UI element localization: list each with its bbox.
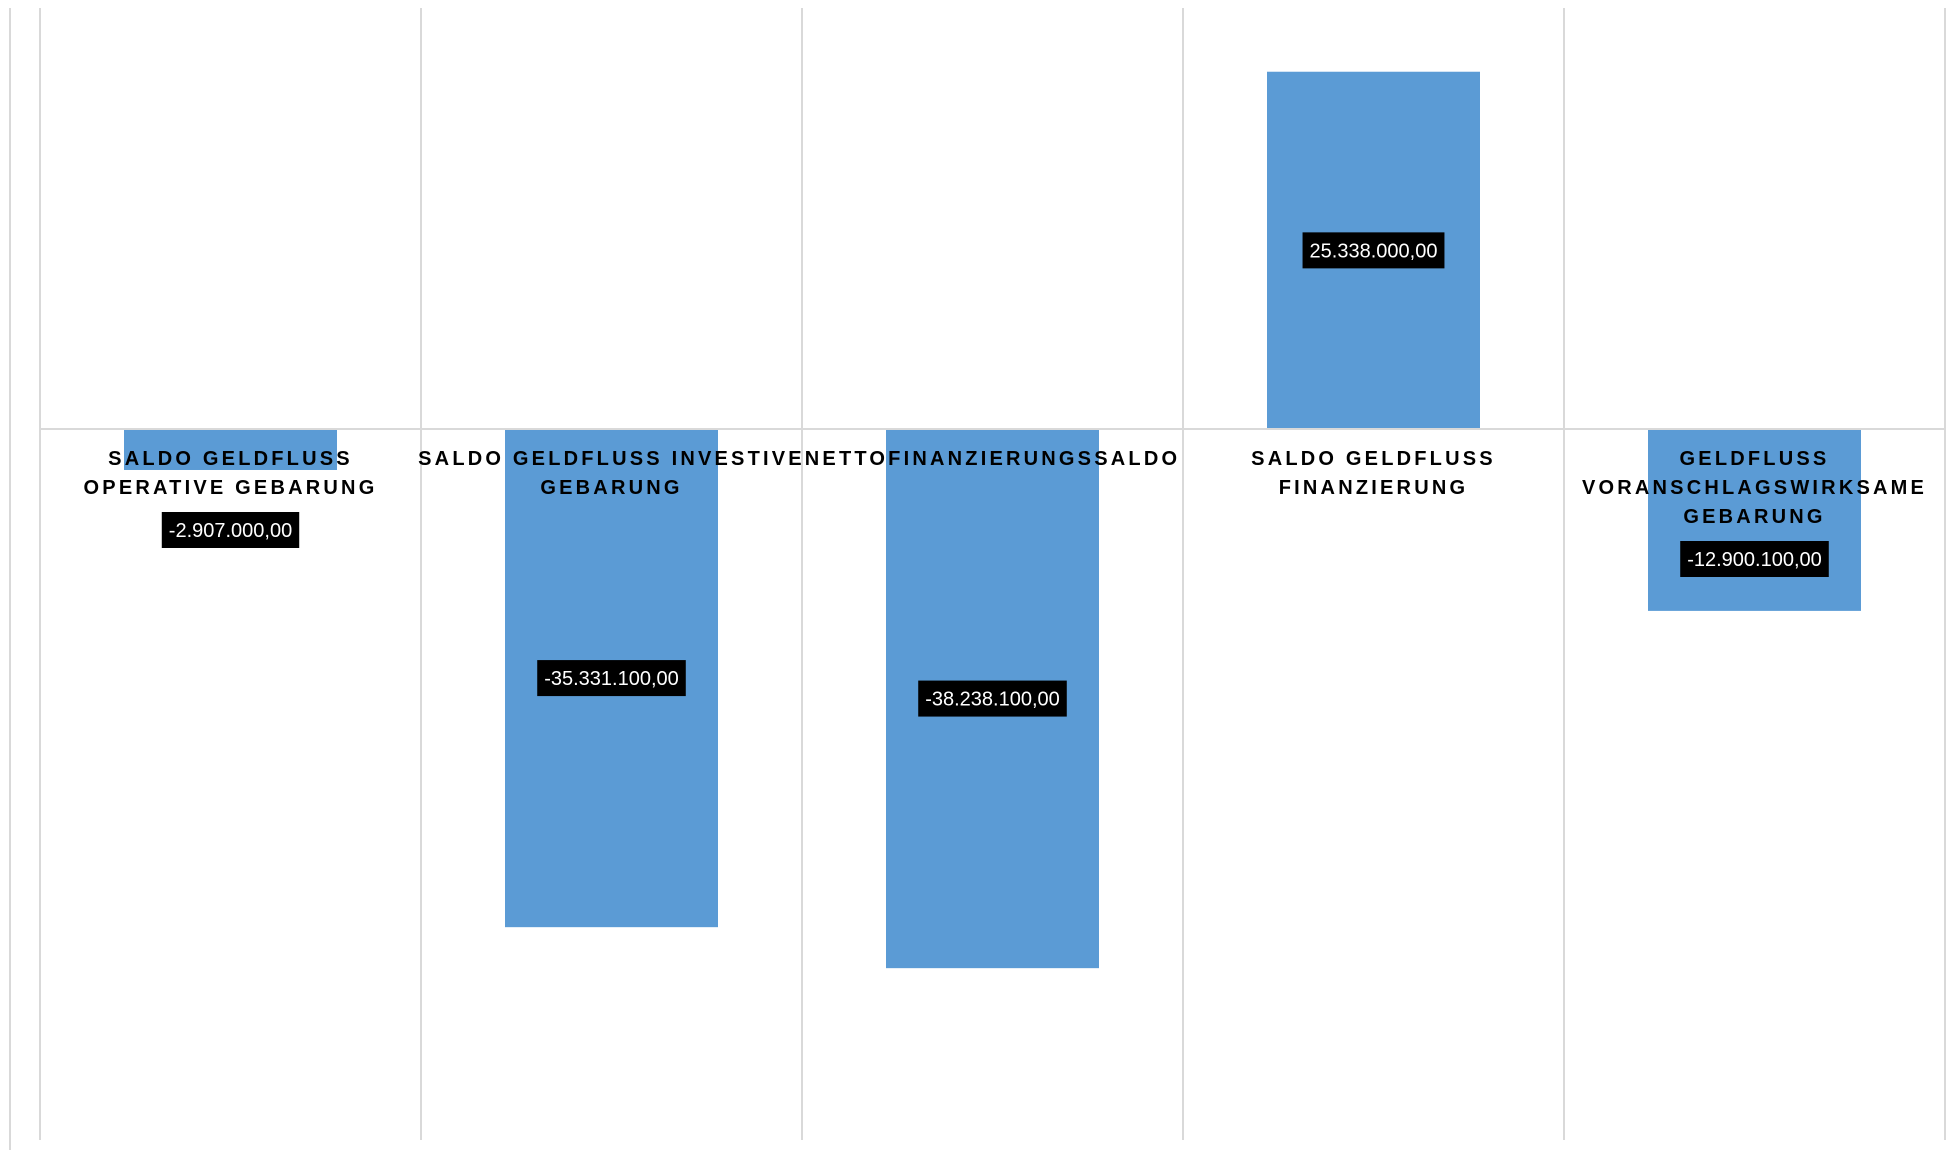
data-label-text: -2.907.000,00 — [169, 520, 292, 542]
category-label: OPERATIVE GEBARUNG — [84, 477, 378, 499]
bar-5[interactable] — [1648, 429, 1861, 611]
data-label-text: -38.238.100,00 — [925, 689, 1060, 711]
category-label: SALDO GELDFLUSS INVESTIVE — [418, 448, 805, 470]
category-label: NETTOFINANZIERUNGSSALDO — [805, 448, 1180, 470]
data-label: 25.338.000,00 — [1302, 232, 1445, 269]
category-label: SALDO GELDFLUSS — [108, 448, 353, 470]
data-label-box — [1302, 232, 1445, 269]
data-label-text: -35.331.100,00 — [544, 668, 679, 690]
data-label: -38.238.100,00 — [918, 680, 1067, 717]
data-label-text: -12.900.100,00 — [1687, 549, 1822, 571]
category-label: GELDFLUSS — [1680, 448, 1830, 470]
category-label: GEBARUNG — [540, 477, 682, 499]
data-label: -35.331.100,00 — [537, 660, 686, 697]
category-labels: SALDO GELDFLUSS OPERATIVE GEBARUNG SALDO G… — [84, 448, 1927, 528]
data-labels: -2.907.000,00 -35.331.100,00 -38.238.100,0… — [161, 232, 1829, 717]
data-label-box — [161, 512, 300, 548]
bar-1[interactable] — [124, 429, 337, 470]
category-label: SALDO GELDFLUSS — [1251, 448, 1496, 470]
data-label-box — [1680, 541, 1829, 577]
data-label-text: 25.338.000,00 — [1310, 240, 1438, 262]
category-label: VORANSCHLAGSWIRKSAME — [1582, 477, 1927, 499]
data-label: -12.900.100,00 — [1680, 541, 1829, 577]
category-label: GEBARUNG — [1683, 506, 1825, 528]
bars — [124, 71, 1861, 969]
category-label: FINANZIERUNG — [1279, 477, 1469, 499]
data-label-box — [918, 680, 1067, 717]
data-label: -2.907.000,00 — [161, 512, 300, 548]
data-label-box — [537, 660, 686, 697]
gridlines — [39, 8, 1946, 1140]
